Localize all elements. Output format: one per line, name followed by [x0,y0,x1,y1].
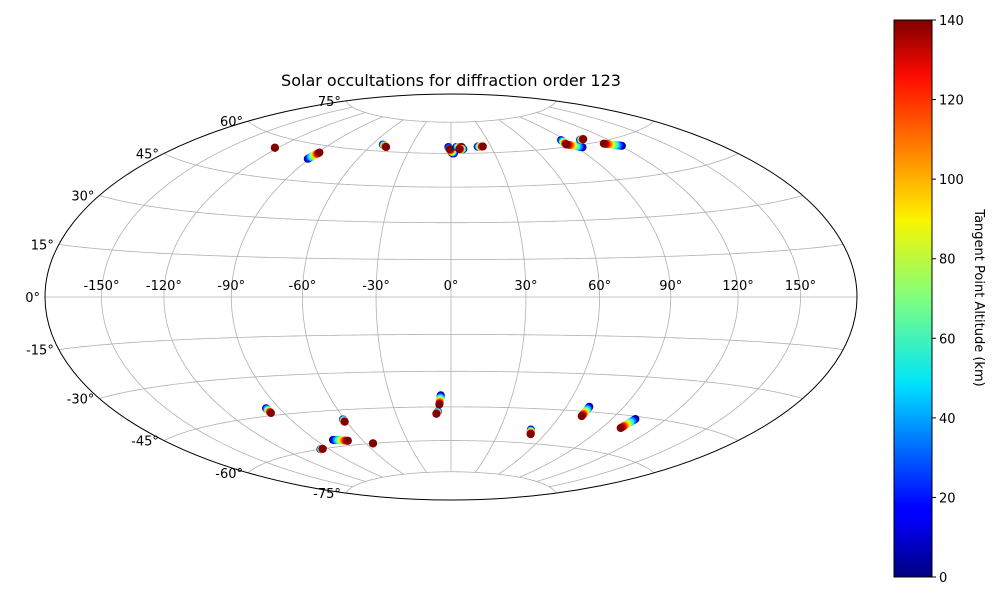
latitude-tick-label: -45° [131,435,159,450]
occultation-point [343,436,352,445]
latitude-tick-label: 75° [318,95,341,110]
occultation-point [318,444,327,453]
colorbar-tick-label: 80 [939,253,956,268]
latitude-tick-label: 0° [25,291,40,306]
longitude-tick-label: -150° [83,279,119,294]
longitude-tick-label: 90° [659,279,682,294]
occultation-point [526,430,535,439]
parallel-gridline [163,153,739,188]
colorbar-tick-label: 0 [939,571,947,586]
colorbar-tick-label: 60 [939,332,956,347]
longitude-tick-label: -90° [217,279,245,294]
occultation-point [577,412,586,421]
latitude-tick-label: 45° [136,147,159,162]
occultation-point [266,409,275,418]
colorbar-tick-label: 40 [939,412,956,427]
chart-title: Solar occultations for diffraction order… [281,71,621,90]
latitude-tick-label: -60° [215,467,243,482]
map-graticule [45,100,857,494]
latitude-tick-label: -75° [313,487,341,502]
longitude-tick-label: -30° [362,279,390,294]
latitude-tick-label: 30° [71,190,94,205]
longitude-tick-label: 150° [785,279,816,294]
longitude-tick-label: -60° [289,279,317,294]
parallel-gridline [99,195,803,224]
longitude-tick-label: 0° [444,279,459,294]
occultation-point [432,409,441,418]
occultation-point [455,145,464,154]
latitude-tick-label: 15° [31,238,54,253]
latitude-tick-label: 60° [220,115,243,130]
colorbar-tick-label: 20 [939,491,956,506]
occultation-point [382,143,391,152]
occultation-point [478,142,487,151]
longitude-tick-label: 30° [514,279,537,294]
colorbar-ticks: 0 20 40 60 80 100 120 140 [932,14,964,586]
parallel-gridline [163,406,739,441]
occultation-point [368,439,377,448]
occultation-point [270,143,279,152]
parallel-gridline [58,334,844,350]
occultation-point [616,424,625,433]
occultation-point [435,400,444,409]
occultation-points [262,135,640,454]
occultation-point [599,139,608,148]
occultation-point [579,135,588,144]
colorbar-tick-label: 140 [939,14,964,29]
occultation-point [340,417,349,426]
longitude-tick-label: -120° [146,279,182,294]
parallel-gridline [99,370,803,399]
colorbar-label: Tangent Point Altitude (km) [971,208,986,386]
parallel-gridline [247,440,655,474]
parallel-gridline [58,244,844,260]
colorbar: 0 20 40 60 80 100 120 140 Tangent Point Altitud… [893,14,986,586]
colorbar-gradient [893,19,933,578]
longitude-tick-label: 120° [722,279,753,294]
map-axis-labels: -150° -120° -90° -60° -30° 0° 30° 60° 90° 120° 150… [25,95,816,502]
occultation-point [315,148,324,157]
occultation-point [445,145,454,154]
longitude-tick-label: 60° [588,279,611,294]
map-boundary [44,93,858,501]
parallel-gridline [345,100,557,123]
parallel-gridline [345,471,557,494]
latitude-tick-label: -15° [26,344,54,359]
map-outline [44,93,858,501]
colorbar-tick-label: 120 [939,94,964,109]
colorbar-tick-label: 100 [939,173,964,188]
latitude-tick-label: -30° [67,393,95,408]
occultation-point [562,140,571,149]
